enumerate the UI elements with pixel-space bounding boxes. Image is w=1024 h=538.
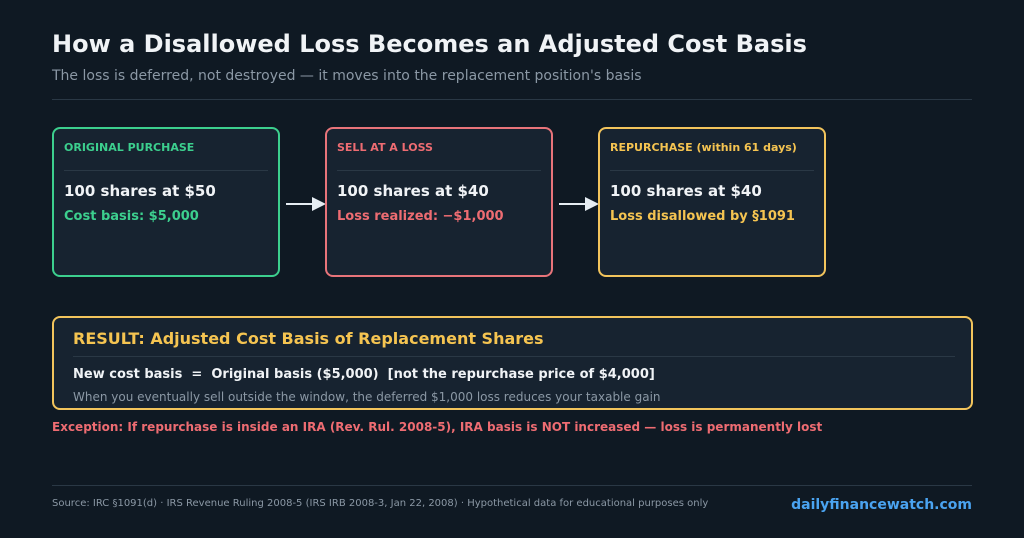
footer-divider bbox=[52, 485, 972, 486]
step-detail: Loss realized: −$1,000 bbox=[337, 209, 504, 224]
result-note: When you eventually sell outside the win… bbox=[73, 390, 661, 404]
step-main: 100 shares at $50 bbox=[64, 182, 216, 200]
step-divider bbox=[610, 170, 814, 171]
step-label: REPURCHASE (within 61 days) bbox=[610, 141, 797, 154]
arrow-right-icon bbox=[559, 197, 599, 211]
step-detail: Cost basis: $5,000 bbox=[64, 209, 199, 224]
header-divider bbox=[52, 99, 972, 100]
step-detail: Loss disallowed by §1091 bbox=[610, 209, 795, 224]
step-main: 100 shares at $40 bbox=[610, 182, 762, 200]
step-sell-at-loss: SELL AT A LOSS 100 shares at $40 Loss re… bbox=[325, 127, 553, 277]
step-label: ORIGINAL PURCHASE bbox=[64, 141, 195, 154]
page-title: How a Disallowed Loss Becomes an Adjuste… bbox=[52, 30, 807, 58]
step-label: SELL AT A LOSS bbox=[337, 141, 433, 154]
exception-note: Exception: If repurchase is inside an IR… bbox=[52, 420, 823, 434]
brand-link[interactable]: dailyfinancewatch.com bbox=[791, 497, 972, 513]
step-divider bbox=[337, 170, 541, 171]
arrow-head bbox=[312, 197, 326, 211]
step-repurchase: REPURCHASE (within 61 days) 100 shares a… bbox=[598, 127, 826, 277]
step-divider bbox=[64, 170, 268, 171]
result-title: RESULT: Adjusted Cost Basis of Replaceme… bbox=[73, 329, 544, 348]
result-panel: RESULT: Adjusted Cost Basis of Replaceme… bbox=[52, 316, 973, 410]
step-original-purchase: ORIGINAL PURCHASE 100 shares at $50 Cost… bbox=[52, 127, 280, 277]
page-subtitle: The loss is deferred, not destroyed — it… bbox=[52, 68, 642, 84]
step-main: 100 shares at $40 bbox=[337, 182, 489, 200]
result-formula: New cost basis = Original basis ($5,000)… bbox=[73, 367, 655, 382]
arrow-right-icon bbox=[286, 197, 326, 211]
source-note: Source: IRC §1091(d) · IRS Revenue Rulin… bbox=[52, 498, 709, 509]
result-divider bbox=[73, 356, 955, 357]
arrow-head bbox=[585, 197, 599, 211]
